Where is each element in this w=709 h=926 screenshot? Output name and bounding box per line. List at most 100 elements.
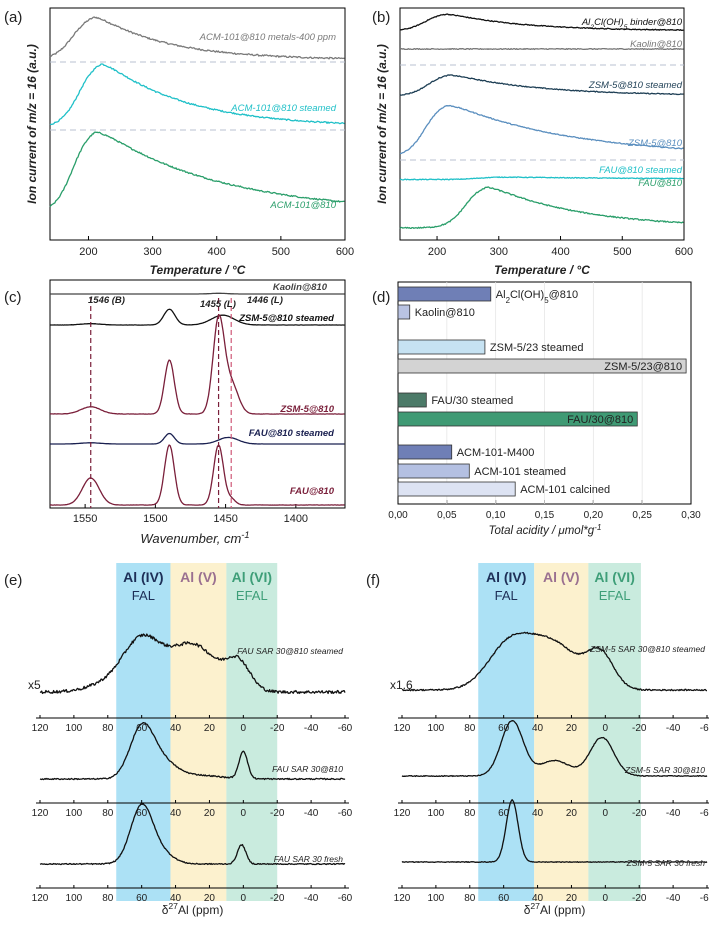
panel-label: (b) — [372, 9, 390, 26]
x-axis-label: δ27Al (ppm) — [524, 901, 586, 917]
multiplier-label: x1.6 — [390, 678, 413, 692]
series-label: FAU SAR 30@810 steamed — [237, 646, 343, 656]
x-tick-label: 0 — [603, 893, 609, 904]
x-tick-label: 20 — [204, 893, 216, 904]
x-tick-label: 0,00 — [388, 510, 408, 521]
series-label: FAU@810 — [638, 178, 683, 189]
x-tick-label: 100 — [428, 893, 445, 904]
series-label: ZSM-5@810 steamed — [238, 313, 334, 324]
panel-d: (d) 0,00 0,05 0,10 0,15 0,20 0,25 0,30 Total aci… — [372, 281, 701, 537]
bar-label: ACM-101 steamed — [474, 466, 566, 478]
series-line — [49, 444, 345, 506]
text-span: / °C — [566, 263, 590, 277]
x-tick-label: -60 — [700, 808, 709, 819]
series-label: ZSM-5@810 — [627, 138, 683, 149]
reference-label: 1546 (B) — [88, 295, 125, 306]
x-tick-label: 1550 — [73, 513, 97, 525]
panel-label: (c) — [4, 289, 22, 306]
x-tick-label: 20 — [566, 893, 578, 904]
multiplier-label: x5 — [28, 678, 41, 692]
series-line — [399, 13, 684, 32]
text-span: 2 — [506, 296, 510, 305]
bar-label: Al2Cl(OH)5@810 — [496, 289, 578, 305]
region-title: Al (IV) — [486, 569, 526, 585]
x-tick-label: 120 — [394, 808, 411, 819]
x-tick-label: -40 — [666, 723, 681, 734]
bar-label: ACM-101 calcined — [520, 484, 610, 496]
x-tick-label: -20 — [270, 808, 285, 819]
series-line — [49, 131, 345, 208]
x-tick-label: 300 — [490, 246, 508, 258]
series-line — [49, 63, 345, 126]
bar — [397, 463, 470, 479]
x-tick-label: 40 — [532, 723, 544, 734]
panel-label: (a) — [4, 9, 22, 26]
x-tick-label: 100 — [66, 808, 83, 819]
series-label: Al2Cl(OH)5 binder@810 — [581, 17, 683, 31]
x-tick-label: 0,20 — [584, 510, 604, 521]
bar — [397, 286, 492, 302]
x-tick-label: 0,25 — [632, 510, 652, 521]
region-band — [478, 563, 535, 901]
series-label: ZSM-5@810 — [279, 404, 334, 415]
series-line — [399, 104, 684, 155]
x-tick-label: 400 — [208, 246, 226, 258]
region-title: Al (VI) — [594, 569, 634, 585]
series-line — [39, 721, 346, 781]
x-tick-label: 100 — [66, 723, 83, 734]
panel-b: (b) 200 300 400 500 600 Temperature / °C Ion cu… — [372, 7, 693, 277]
x-tick-label: 100 — [428, 723, 445, 734]
series-line — [39, 633, 346, 695]
x-tick-label: 600 — [675, 246, 693, 258]
x-tick-label: 0,05 — [437, 510, 457, 521]
panel-a: (a) 200 300 400 500 600 Temperature / °C Ion cu… — [4, 7, 354, 277]
text-span: δ — [524, 903, 531, 917]
series-line — [399, 176, 684, 181]
x-tick-label: 200 — [79, 246, 97, 258]
series-line — [401, 631, 707, 692]
x-tick-label: 60 — [498, 723, 510, 734]
x-tick-label: 20 — [566, 723, 578, 734]
text-span: Al — [581, 17, 591, 28]
series-label: Kaolin@810 — [273, 282, 328, 293]
text-span: Wavenumber — [140, 531, 218, 546]
bar — [397, 392, 427, 408]
x-tick-label: -60 — [338, 808, 353, 819]
region-subtitle: EFAL — [599, 588, 631, 603]
x-tick-label: 0 — [603, 808, 609, 819]
series-label: FAU@810 steamed — [599, 165, 683, 176]
x-tick-label: 80 — [102, 808, 114, 819]
x-tick-label: 100 — [428, 808, 445, 819]
series-label: FAU SAR 30@810 — [272, 764, 343, 774]
series-line — [399, 47, 684, 51]
x-tick-label: 120 — [394, 723, 411, 734]
text-span: -1 — [241, 530, 249, 540]
x-tick-label: -40 — [304, 808, 319, 819]
text-span: Al (ppm) — [540, 903, 585, 917]
panel-e: (e) Al (IV) FAL Al (V) Al (VI) EFAL 120 100 80 60… — [4, 563, 353, 917]
x-tick-label: -60 — [700, 893, 709, 904]
x-tick-label: -20 — [632, 893, 647, 904]
text-span: Temperature — [494, 263, 567, 277]
text-span: @810 — [549, 289, 579, 301]
text-span: 5 — [544, 296, 549, 305]
x-tick-label: 40 — [170, 723, 182, 734]
x-tick-label: -40 — [666, 893, 681, 904]
bar — [397, 444, 453, 460]
panel-c: (c) 1550 1500 1450 1400 Wavenumber, cm-1 Kaoli… — [4, 279, 346, 546]
region-band — [226, 563, 278, 901]
x-tick-label: 80 — [102, 893, 114, 904]
y-axis-label: Ion current of m/z = 16 (a.u.) — [375, 44, 389, 204]
x-axis-label: Temperature / °C — [494, 263, 590, 277]
series-label: Kaolin@810 — [630, 39, 683, 50]
reference-label: 1455 (L) — [200, 299, 236, 310]
text-span: Al (ppm) — [178, 903, 223, 917]
x-tick-label: -20 — [270, 893, 285, 904]
series-line — [49, 16, 345, 60]
plot-frame — [399, 7, 685, 241]
region-band — [588, 563, 641, 901]
text-span: binder@810 — [627, 17, 682, 28]
series-line — [399, 186, 684, 230]
